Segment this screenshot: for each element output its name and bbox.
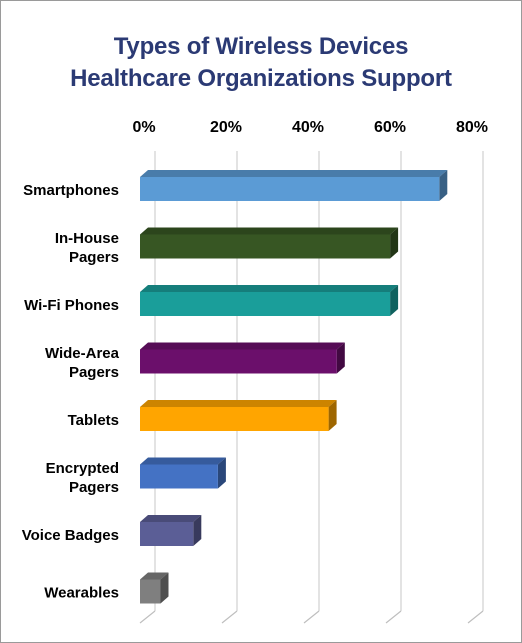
bar: [140, 292, 391, 316]
gridline-floor-40: [303, 610, 320, 624]
chart-title-line-1: Types of Wireless Devices: [113, 33, 409, 60]
category-label: In-House Pagers: [55, 230, 119, 266]
bar-top: [140, 457, 226, 465]
category-label: Tablets: [68, 412, 119, 429]
x-tick-label: 80%: [456, 119, 488, 136]
chart-title-line-2: Healthcare Organizations Support: [70, 65, 452, 92]
category-label: Wearables: [44, 585, 119, 602]
bar: [140, 522, 194, 546]
gridline-floor-20: [221, 610, 238, 624]
category-label: Wide-Area Pagers: [45, 345, 120, 381]
bar: [140, 579, 161, 604]
bar: [140, 234, 391, 259]
x-tick-label: 0%: [132, 119, 155, 136]
bar-end: [390, 227, 399, 259]
bar-top: [140, 515, 202, 522]
bar-top: [140, 285, 399, 292]
bar-top: [140, 227, 399, 235]
category-label: Smartphones: [23, 182, 119, 199]
category-label: Wi-Fi Phones: [24, 297, 119, 314]
bar-top: [140, 170, 448, 177]
bar: [140, 464, 218, 489]
bar-top: [140, 572, 169, 580]
bar-top: [140, 342, 345, 350]
category-label: Encrypted Pagers: [46, 460, 119, 496]
bar: [140, 407, 329, 431]
bar-end: [193, 515, 202, 546]
bar-end: [390, 285, 399, 316]
gridline-floor-60: [385, 610, 402, 624]
x-tick-label: 60%: [374, 119, 406, 136]
x-tick-label: 40%: [292, 119, 324, 136]
chart-title: Types of Wireless Devices Healthcare Org…: [1, 31, 521, 95]
bar-end: [439, 170, 448, 201]
bar-top: [140, 400, 337, 407]
bar-end: [328, 400, 337, 431]
bar: [140, 349, 337, 374]
category-label: Voice Badges: [22, 527, 119, 544]
bar-end: [336, 342, 345, 374]
bar-end: [217, 457, 226, 489]
gridline-floor-80: [467, 610, 484, 624]
gridline-floor-0: [139, 610, 156, 624]
bar: [140, 177, 440, 201]
bar-end: [160, 572, 169, 604]
x-tick-label: 20%: [210, 119, 242, 136]
